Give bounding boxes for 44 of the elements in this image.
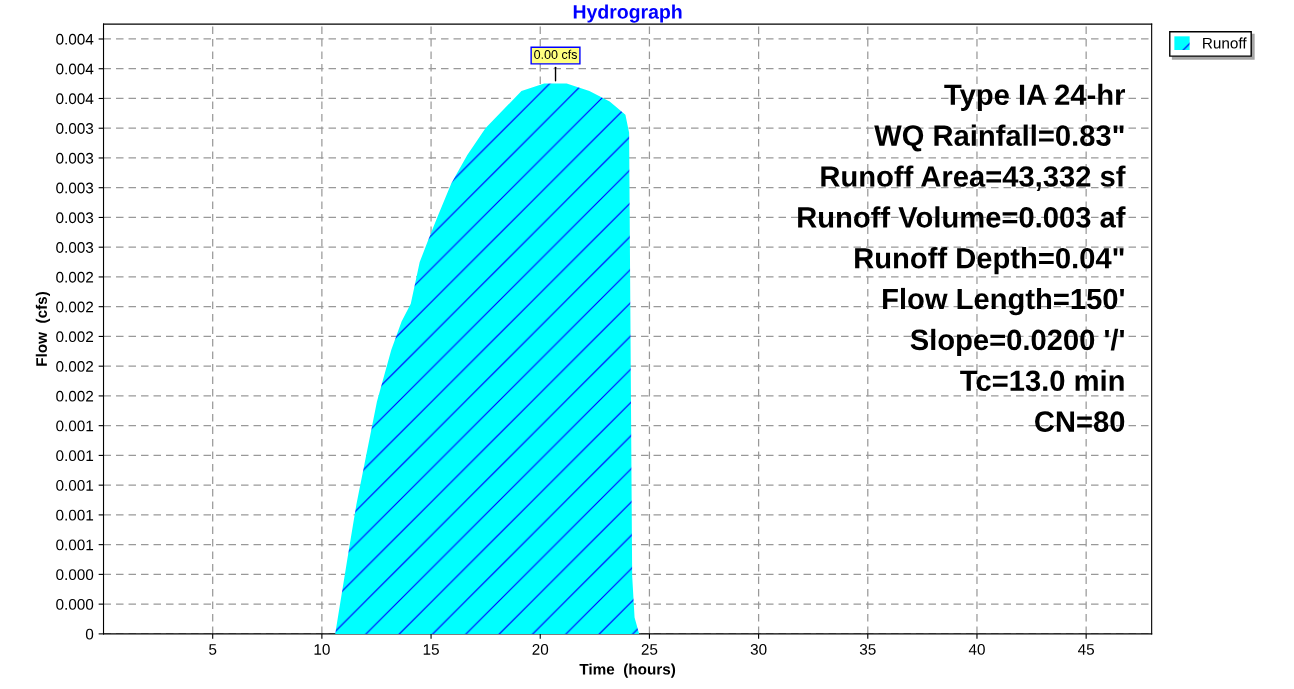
y-tick-label: 0.002 <box>56 331 94 343</box>
y-tick-label: 0.003 <box>56 152 94 164</box>
y-tick-label: 0.002 <box>56 301 94 313</box>
annotation: Tc=13.0 min <box>960 369 1124 392</box>
x-tick-label: 40 <box>968 644 985 655</box>
y-tick-label: 0.003 <box>56 242 94 253</box>
x-tick-label: 5 <box>209 644 217 655</box>
x-axis-title: Time (hours) <box>579 663 676 678</box>
y-tick-label: 0.003 <box>56 123 94 134</box>
x-tick-label: 10 <box>314 644 330 655</box>
x-tick-label: 30 <box>750 644 767 655</box>
x-tick-label: 35 <box>859 644 876 655</box>
y-axis-title: Flow (cfs) <box>35 291 51 366</box>
chart-title: Hydrograph <box>573 4 682 23</box>
y-tick-label: 0.002 <box>56 271 94 283</box>
y-tick-label: 0.001 <box>56 450 94 462</box>
y-tick-label: 0.004 <box>56 33 94 45</box>
annotation: CN=80 <box>1035 411 1125 432</box>
y-tick-label: 0.003 <box>56 182 94 194</box>
x-tick-label: 15 <box>423 644 439 655</box>
annotation: Runoff Area=43,332 sf <box>821 165 1126 192</box>
y-tick-label: 0 <box>85 628 94 640</box>
annotation: Flow Length=150' <box>883 287 1124 316</box>
y-tick-label: 0.001 <box>56 509 94 521</box>
annotation: Slope=0.0200 '/' <box>910 328 1124 357</box>
annotation: WQ Rainfall=0.83" <box>874 124 1124 152</box>
y-tick-label: 0.001 <box>56 539 94 551</box>
legend-label: Runoff <box>1203 37 1247 49</box>
y-tick-label: 0.000 <box>56 569 94 581</box>
x-tick-label: 25 <box>641 644 658 655</box>
y-tick-label: 0.002 <box>56 361 94 372</box>
annotation: Runoff Depth=0.04" <box>855 247 1124 275</box>
y-tick-label: 0.000 <box>56 599 94 610</box>
annotation: Type IA 24-hr <box>944 83 1126 111</box>
annotation: 0.00 cfs <box>534 49 577 59</box>
annotation: Runoff Volume=0.003 af <box>798 206 1126 228</box>
y-tick-label: 0.001 <box>56 420 94 432</box>
y-tick-label: 0.004 <box>56 63 94 75</box>
y-tick-label: 0.002 <box>56 390 94 402</box>
y-tick-label: 0.004 <box>56 93 94 105</box>
y-tick-label: 0.003 <box>56 212 94 224</box>
x-tick-label: 20 <box>532 644 549 655</box>
x-tick-label: 45 <box>1078 644 1095 655</box>
y-tick-label: 0.001 <box>56 480 94 491</box>
